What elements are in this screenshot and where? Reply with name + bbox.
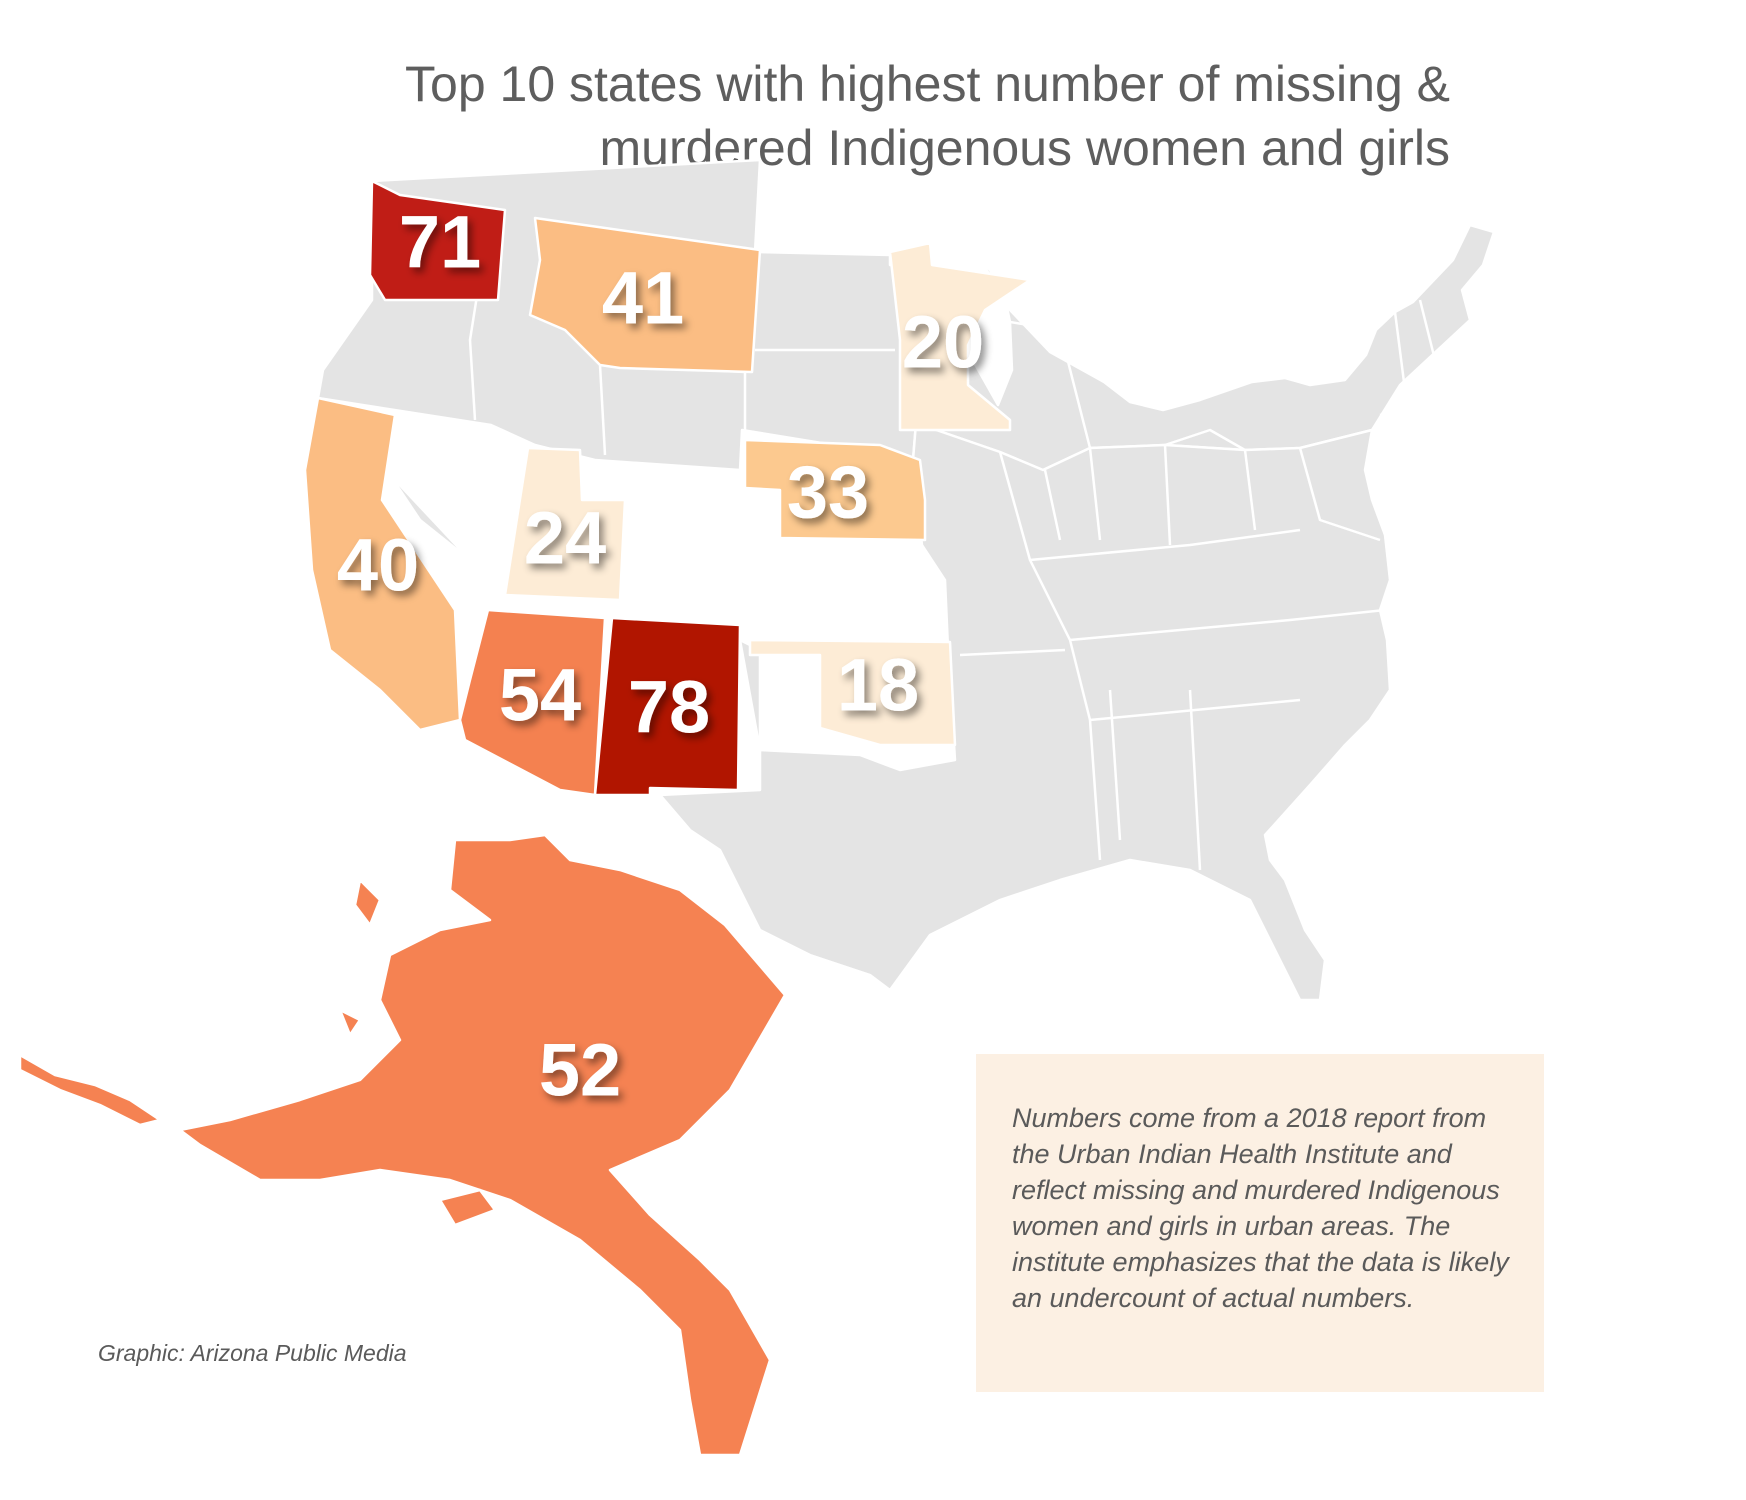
state-label-california: 40: [337, 524, 419, 607]
state-label-oklahoma: 18: [837, 644, 919, 727]
state-label-minnesota: 20: [902, 301, 984, 384]
state-shape-minnesota: [888, 241, 1032, 432]
state-shapes: [18, 158, 1496, 1457]
state-labels: 71 41 20 33 24 40 54 78 18 52: [337, 201, 984, 1112]
page-title: Top 10 states with highest number of mis…: [230, 52, 1450, 180]
state-label-montana: 41: [602, 257, 684, 340]
state-label-washington: 71: [399, 201, 481, 284]
state-shape-oklahoma: [748, 638, 957, 747]
state-shape-alaska: [178, 833, 787, 1457]
title-line-1: Top 10 states with highest number of mis…: [405, 56, 1450, 112]
state-shape-arizona: [458, 608, 607, 797]
state-label-nebraska: 33: [787, 451, 869, 534]
state-shape-utah: [503, 446, 627, 602]
state-label-new-mexico: 78: [628, 666, 710, 749]
state-label-arizona: 54: [499, 654, 581, 737]
state-shape-new-mexico: [593, 616, 742, 797]
state-shape-alaska-islands: [18, 878, 497, 1227]
state-shape-california: [303, 396, 462, 732]
state-label-utah: 24: [524, 497, 606, 580]
state-shape-washington: [368, 179, 507, 302]
map-base-south: [316, 396, 1392, 1002]
graphic-credit: Graphic: Arizona Public Media: [98, 1340, 407, 1366]
source-note: Numbers come from a 2018 report from the…: [976, 1054, 1544, 1392]
state-label-alaska: 52: [539, 1029, 621, 1112]
state-shape-montana: [528, 216, 762, 374]
state-shape-nebraska: [743, 438, 927, 542]
